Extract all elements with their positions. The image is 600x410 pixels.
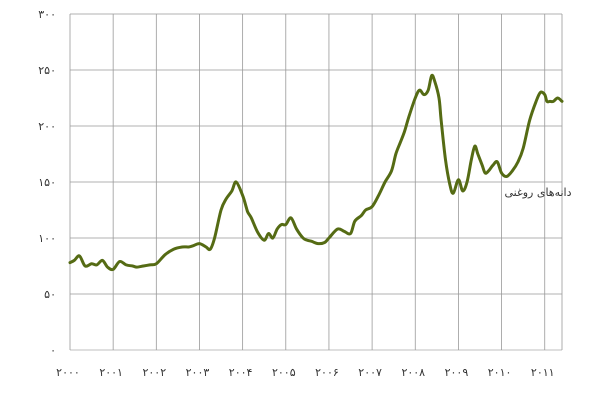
y-tick-label: ۲۰۰	[38, 120, 56, 133]
y-axis-labels: ۰ ۵۰ ۱۰۰ ۱۵۰ ۲۰۰ ۲۵۰ ۳۰۰	[38, 8, 56, 357]
x-tick-label: ۲۰۰۵	[272, 366, 296, 379]
x-tick-label: ۲۰۰۹	[445, 366, 469, 379]
y-tick-label: ۵۰	[44, 288, 56, 301]
series-layer	[68, 73, 564, 272]
x-axis-labels: ۲۰۰۰ ۲۰۰۱ ۲۰۰۲ ۲۰۰۳ ۲۰۰۴ ۲۰۰۵ ۲۰۰۶ ۲۰۰۷ ۲۰۰۸ ۲۰۰۹…	[56, 366, 554, 379]
y-tick-label: ۱۰۰	[38, 232, 56, 245]
y-tick-label: ۳۰۰	[38, 8, 56, 21]
x-tick-label: ۲۰۰۳	[186, 366, 210, 379]
series-label: دانه‌های روغنی	[504, 186, 571, 199]
y-tick-label: ۱۵۰	[38, 176, 56, 189]
x-tick-label: ۲۰۱۰	[488, 366, 512, 379]
x-tick-label: ۲۰۰۶	[315, 366, 339, 379]
x-tick-label: ۲۰۰۲	[142, 366, 166, 379]
y-tick-label: ۰	[50, 344, 56, 357]
x-tick-label: ۲۰۱۱	[531, 366, 555, 379]
series-line	[68, 73, 564, 272]
x-tick-label: ۲۰۰۷	[358, 366, 382, 379]
x-tick-label: ۲۰۰۸	[401, 366, 425, 379]
x-tick-label: ۲۰۰۴	[229, 366, 253, 379]
x-tick-label: ۲۰۰۱	[99, 366, 123, 379]
x-tick-label: ۲۰۰۰	[56, 366, 80, 379]
grid-lines	[69, 13, 563, 351]
y-tick-label: ۲۵۰	[38, 64, 56, 77]
